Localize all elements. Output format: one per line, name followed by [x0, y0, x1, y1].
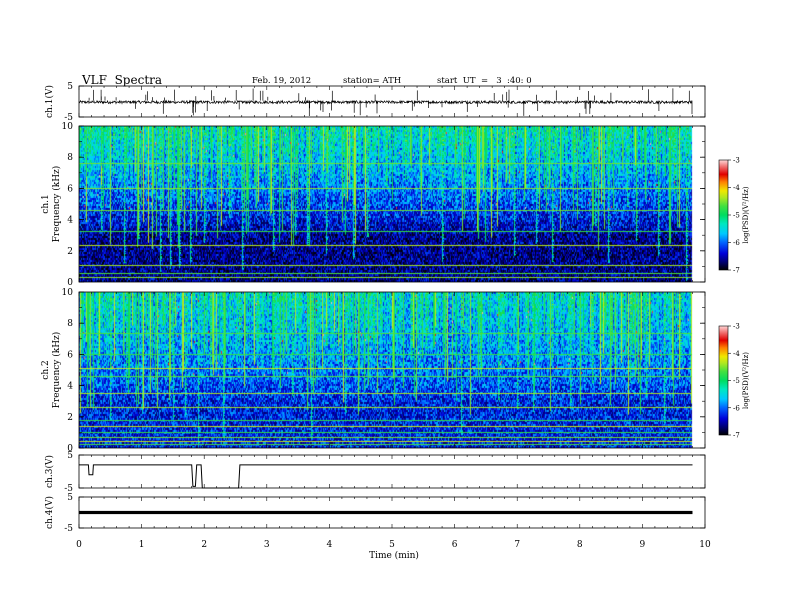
x-axis-label: Time (min) — [369, 550, 419, 561]
station-label: station= ATH — [343, 76, 402, 86]
colorbar-1 — [718, 159, 729, 271]
y-axis-label: Frequency (kHz) — [51, 166, 62, 243]
y-tick-label: 10 — [62, 288, 74, 298]
x-tick-label: 8 — [577, 540, 583, 550]
x-tick-label: 4 — [327, 540, 333, 550]
x-tick-label: 10 — [699, 540, 711, 550]
y-tick-label: 2 — [67, 247, 73, 257]
trace-ch4 — [79, 510, 693, 515]
trace-ch1 — [78, 99, 693, 105]
y-axis-label: Frequency (kHz) — [51, 332, 62, 409]
y-axis-label: ch.1(V) — [44, 85, 55, 118]
channel-label: ch.2 — [41, 360, 51, 379]
colorbar-label: log(PSD)(V²/Hz) — [742, 186, 750, 243]
y-tick-label: 8 — [67, 153, 73, 163]
colorbar-tick-label: -5 — [733, 212, 740, 220]
x-tick-label: 6 — [452, 540, 458, 550]
y-tick-label: -5 — [64, 524, 73, 534]
date-label: Feb. 19, 2012 — [252, 76, 312, 86]
colorbar-tick-label: -7 — [733, 432, 740, 440]
y-tick-label: 2 — [67, 413, 73, 423]
y-tick-label: 0 — [67, 278, 73, 288]
channel-label: ch.1 — [41, 194, 51, 213]
colorbar-tick-label: -7 — [733, 267, 740, 275]
y-tick-label: 5 — [67, 493, 73, 503]
colorbar-tick-label: -6 — [733, 239, 740, 247]
start-time-label: start UT = 3 :40: 0 — [437, 76, 532, 86]
colorbar-tick-label: -4 — [733, 184, 740, 192]
y-tick-label: 10 — [62, 122, 74, 132]
y-tick-label: 6 — [67, 184, 73, 194]
x-tick-label: 3 — [264, 540, 270, 550]
y-axis-label: ch.3(V) — [44, 455, 55, 488]
y-tick-label: 6 — [67, 350, 73, 360]
y-tick-label: 4 — [67, 216, 73, 226]
colorbar-tick-label: -6 — [733, 404, 740, 412]
x-tick-label: 1 — [139, 540, 145, 550]
colorbar-label: log(PSD)(V²/Hz) — [742, 352, 750, 409]
y-tick-label: 5 — [67, 451, 73, 461]
colorbar-tick-label: -4 — [733, 350, 740, 358]
x-tick-label: 5 — [389, 540, 395, 550]
trace-ch3 — [79, 464, 693, 489]
spectrogram-ch1 — [79, 126, 705, 282]
y-tick-label: 0 — [67, 444, 73, 454]
panel-frame-4 — [78, 454, 706, 489]
x-tick-label: 0 — [76, 540, 82, 550]
y-tick-label: 5 — [67, 82, 73, 92]
chart-title: VLF Spectra — [82, 73, 163, 87]
x-tick-label: 7 — [514, 540, 520, 550]
colorbar-tick-label: -3 — [733, 323, 740, 331]
y-tick-label: -5 — [64, 484, 73, 494]
colorbar-2 — [718, 325, 729, 436]
y-tick-label: 8 — [67, 319, 73, 329]
y-tick-label: -5 — [64, 113, 73, 123]
x-tick-label: 9 — [640, 540, 646, 550]
colorbar-tick-label: -5 — [733, 377, 740, 385]
y-axis-label: ch.4(V) — [44, 496, 55, 529]
spectrogram-ch2 — [79, 292, 705, 448]
colorbar-tick-label: -3 — [733, 157, 740, 165]
x-tick-label: 2 — [201, 540, 207, 550]
y-tick-label: 4 — [67, 382, 73, 392]
